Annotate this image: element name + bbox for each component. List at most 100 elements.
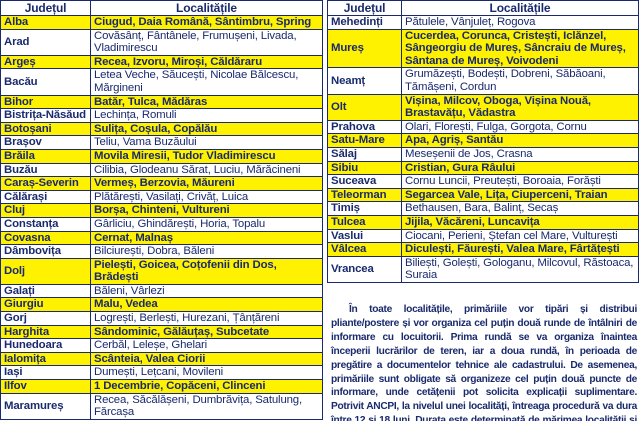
- county-cell: Galați: [0, 283, 91, 299]
- county-cell: Mureș: [327, 28, 402, 69]
- table-row: Giurgiu Malu, Vedea: [0, 297, 323, 313]
- localities-cell: Recea, Izvoru, Miroși, Căldăraru: [90, 54, 323, 70]
- county-cell: Maramureș: [0, 392, 91, 420]
- table-row: Covasna Cernat, Malnaș: [0, 230, 323, 246]
- county-cell: Vâlcea: [327, 242, 402, 257]
- localities-cell: Teliu, Vama Buzăului: [90, 135, 323, 150]
- right-localities-table: Județul Localitățile Mehedinți Pătulele, …: [327, 0, 639, 283]
- county-cell: Brașov: [0, 135, 91, 150]
- county-cell: Sibiu: [327, 160, 402, 176]
- localities-cell: Sândominic, Gălăuțaș, Subcetate: [90, 324, 323, 340]
- table-row: Iași Dumești, Lețcani, Movileni: [0, 365, 323, 381]
- localities-cell: Lechința, Romuli: [90, 108, 323, 123]
- localities-cell: Vișina, Milcov, Oboga, Vișina Nouă, Bras…: [401, 93, 639, 121]
- county-cell: Mehedinți: [327, 15, 402, 30]
- table-row: Sibiu Cristian, Gura Râului: [327, 160, 639, 176]
- table-row: Buzău Cilibia, Glodeanu Sărat, Luciu, Măr…: [0, 162, 323, 178]
- left-table-column: Județul Localitățile Alba Ciugud, Daia Ro…: [0, 0, 323, 420]
- table-row: Galați Băleni, Vârlezi: [0, 283, 323, 299]
- table-row: Argeș Recea, Izvoru, Miroși, Căldăraru: [0, 54, 323, 70]
- county-cell: Caraș-Severin: [0, 176, 91, 191]
- county-cell: Botoșani: [0, 121, 91, 137]
- county-cell: Constanța: [0, 216, 91, 232]
- right-table-header-row: Județul Localitățile: [327, 0, 639, 16]
- table-row: Teleorman Segarcea Vale, Lița, Ciuperceni…: [327, 187, 639, 203]
- table-row: Gorj Logrești, Berlești, Hurezani, Țânțăr…: [0, 311, 323, 326]
- table-row: Arad Covăsânț, Fântânele, Frumușeni, Liva…: [0, 28, 323, 56]
- localities-cell: Recea, Săcălășeni, Dumbrăvița, Satulung,…: [90, 392, 323, 420]
- county-cell: Călărași: [0, 189, 91, 205]
- localities-cell: Jijila, Văcăreni, Luncavița: [401, 214, 639, 230]
- table-row: Timiș Bethausen, Bara, Balinț, Secaș: [327, 201, 639, 216]
- localities-cell: Movila Miresii, Tudor Vladimirescu: [90, 148, 323, 164]
- localities-cell: Vermeș, Berzovia, Măureni: [90, 176, 323, 191]
- localities-header: Localitățile: [401, 0, 639, 16]
- localities-cell: Băleni, Vârlezi: [90, 283, 323, 299]
- county-cell: Ilfov: [0, 379, 91, 394]
- county-cell: Iași: [0, 365, 91, 381]
- localities-cell: Cornu Luncii, Preutești, Boroaia, Forășt…: [401, 174, 639, 189]
- county-cell: Cluj: [0, 203, 91, 218]
- county-cell: Timiș: [327, 201, 402, 216]
- table-row: Bacău Letea Veche, Săucești, Nicolae Bălc…: [0, 68, 323, 96]
- localities-header: Localitățile: [90, 0, 323, 16]
- table-row: Prahova Olari, Florești, Fulga, Gorgota, …: [327, 119, 639, 135]
- county-cell: Brăila: [0, 148, 91, 164]
- localities-cell: Cristian, Gura Râului: [401, 160, 639, 176]
- county-cell: Gorj: [0, 311, 91, 326]
- localities-cell: Logrești, Berlești, Hurezani, Țânțăreni: [90, 311, 323, 326]
- county-cell: Bistrița-Năsăud: [0, 108, 91, 123]
- localities-cell: Scânteia, Valea Ciorii: [90, 351, 323, 367]
- county-cell: Teleorman: [327, 187, 402, 203]
- table-row: Hunedoara Cerbăl, Leleșe, Ghelari: [0, 338, 323, 353]
- localities-cell: Ciugud, Daia Română, Sântimbru, Spring: [90, 15, 323, 30]
- county-cell: Prahova: [327, 119, 402, 135]
- county-cell: Bacău: [0, 68, 91, 96]
- table-row: Bistrița-Năsăud Lechința, Romuli: [0, 108, 323, 123]
- county-cell: Covasna: [0, 230, 91, 246]
- localities-cell: Plătărești, Vasilați, Crivăț, Luica: [90, 189, 323, 205]
- county-cell: Arad: [0, 28, 91, 56]
- county-cell: Vaslui: [327, 228, 402, 244]
- table-row: Neamț Grumăzești, Bodești, Dobreni, Săbăo…: [327, 67, 639, 95]
- county-cell: Satu-Mare: [327, 133, 402, 148]
- table-row: Constanța Gârliciu, Ghindărești, Horia, T…: [0, 216, 323, 232]
- table-row: Satu-Mare Apa, Agriș, Santău: [327, 133, 639, 148]
- county-cell: Neamț: [327, 67, 402, 95]
- table-row: Cluj Borșa, Chinteni, Vultureni: [0, 203, 323, 218]
- localities-cell: Cucerdea, Corunca, Cristești, Iclănzel, …: [401, 28, 639, 69]
- localities-cell: Apa, Agriș, Santău: [401, 133, 639, 148]
- localities-cell: Batăr, Tulca, Mădăras: [90, 94, 323, 110]
- localities-cell: Diculești, Făurești, Valea Mare, Fârtățe…: [401, 242, 639, 257]
- table-row: Mureș Cucerdea, Corunca, Cristești, Iclăn…: [327, 28, 639, 69]
- left-table-body: Alba Ciugud, Daia Română, Sântimbru, Spri…: [0, 15, 323, 420]
- table-row: Sălaj Meseșenii de Jos, Crasna: [327, 146, 639, 162]
- localities-cell: Cernat, Malnaș: [90, 230, 323, 246]
- localities-cell: Biliești, Golești, Gologanu, Milcovul, R…: [401, 255, 639, 283]
- county-cell: Argeș: [0, 54, 91, 70]
- table-row: Ilfov 1 Decembrie, Copăceni, Clinceni: [0, 379, 323, 394]
- right-table-body: Mehedinți Pătulele, Vânjuleț, Rogova Mureș…: [327, 15, 639, 283]
- table-row: Brașov Teliu, Vama Buzăului: [0, 135, 323, 150]
- county-cell: Harghita: [0, 324, 91, 340]
- table-row: Dolj Pielești, Goicea, Coțofenii din Dos,…: [0, 257, 323, 285]
- table-row: Vaslui Ciocani, Perieni, Ștefan cel Mare,…: [327, 228, 639, 244]
- localities-cell: Bethausen, Bara, Balinț, Secaș: [401, 201, 639, 216]
- localities-cell: Malu, Vedea: [90, 297, 323, 313]
- table-row: Botoșani Sulița, Coșula, Copălău: [0, 121, 323, 137]
- localities-cell: Dumești, Lețcani, Movileni: [90, 365, 323, 381]
- localities-cell: 1 Decembrie, Copăceni, Clinceni: [90, 379, 323, 394]
- localities-cell: Sulița, Coșula, Copălău: [90, 121, 323, 137]
- table-row: Vrancea Biliești, Golești, Gologanu, Milc…: [327, 255, 639, 283]
- localities-cell: Bilciurești, Dobra, Băleni: [90, 244, 323, 259]
- table-row: Caraș-Severin Vermeș, Berzovia, Măureni: [0, 176, 323, 191]
- localities-cell: Olari, Florești, Fulga, Gorgota, Cornu: [401, 119, 639, 135]
- county-cell: Giurgiu: [0, 297, 91, 313]
- county-cell: Alba: [0, 15, 91, 30]
- table-row: Vâlcea Diculești, Făurești, Valea Mare, F…: [327, 242, 639, 257]
- county-cell: Suceava: [327, 174, 402, 189]
- county-cell: Hunedoara: [0, 338, 91, 353]
- localities-cell: Cerbăl, Leleșe, Ghelari: [90, 338, 323, 353]
- localities-cell: Pielești, Goicea, Coțofenii din Dos, Bră…: [90, 257, 323, 285]
- left-localities-table: Județul Localitățile Alba Ciugud, Daia Ro…: [0, 0, 323, 420]
